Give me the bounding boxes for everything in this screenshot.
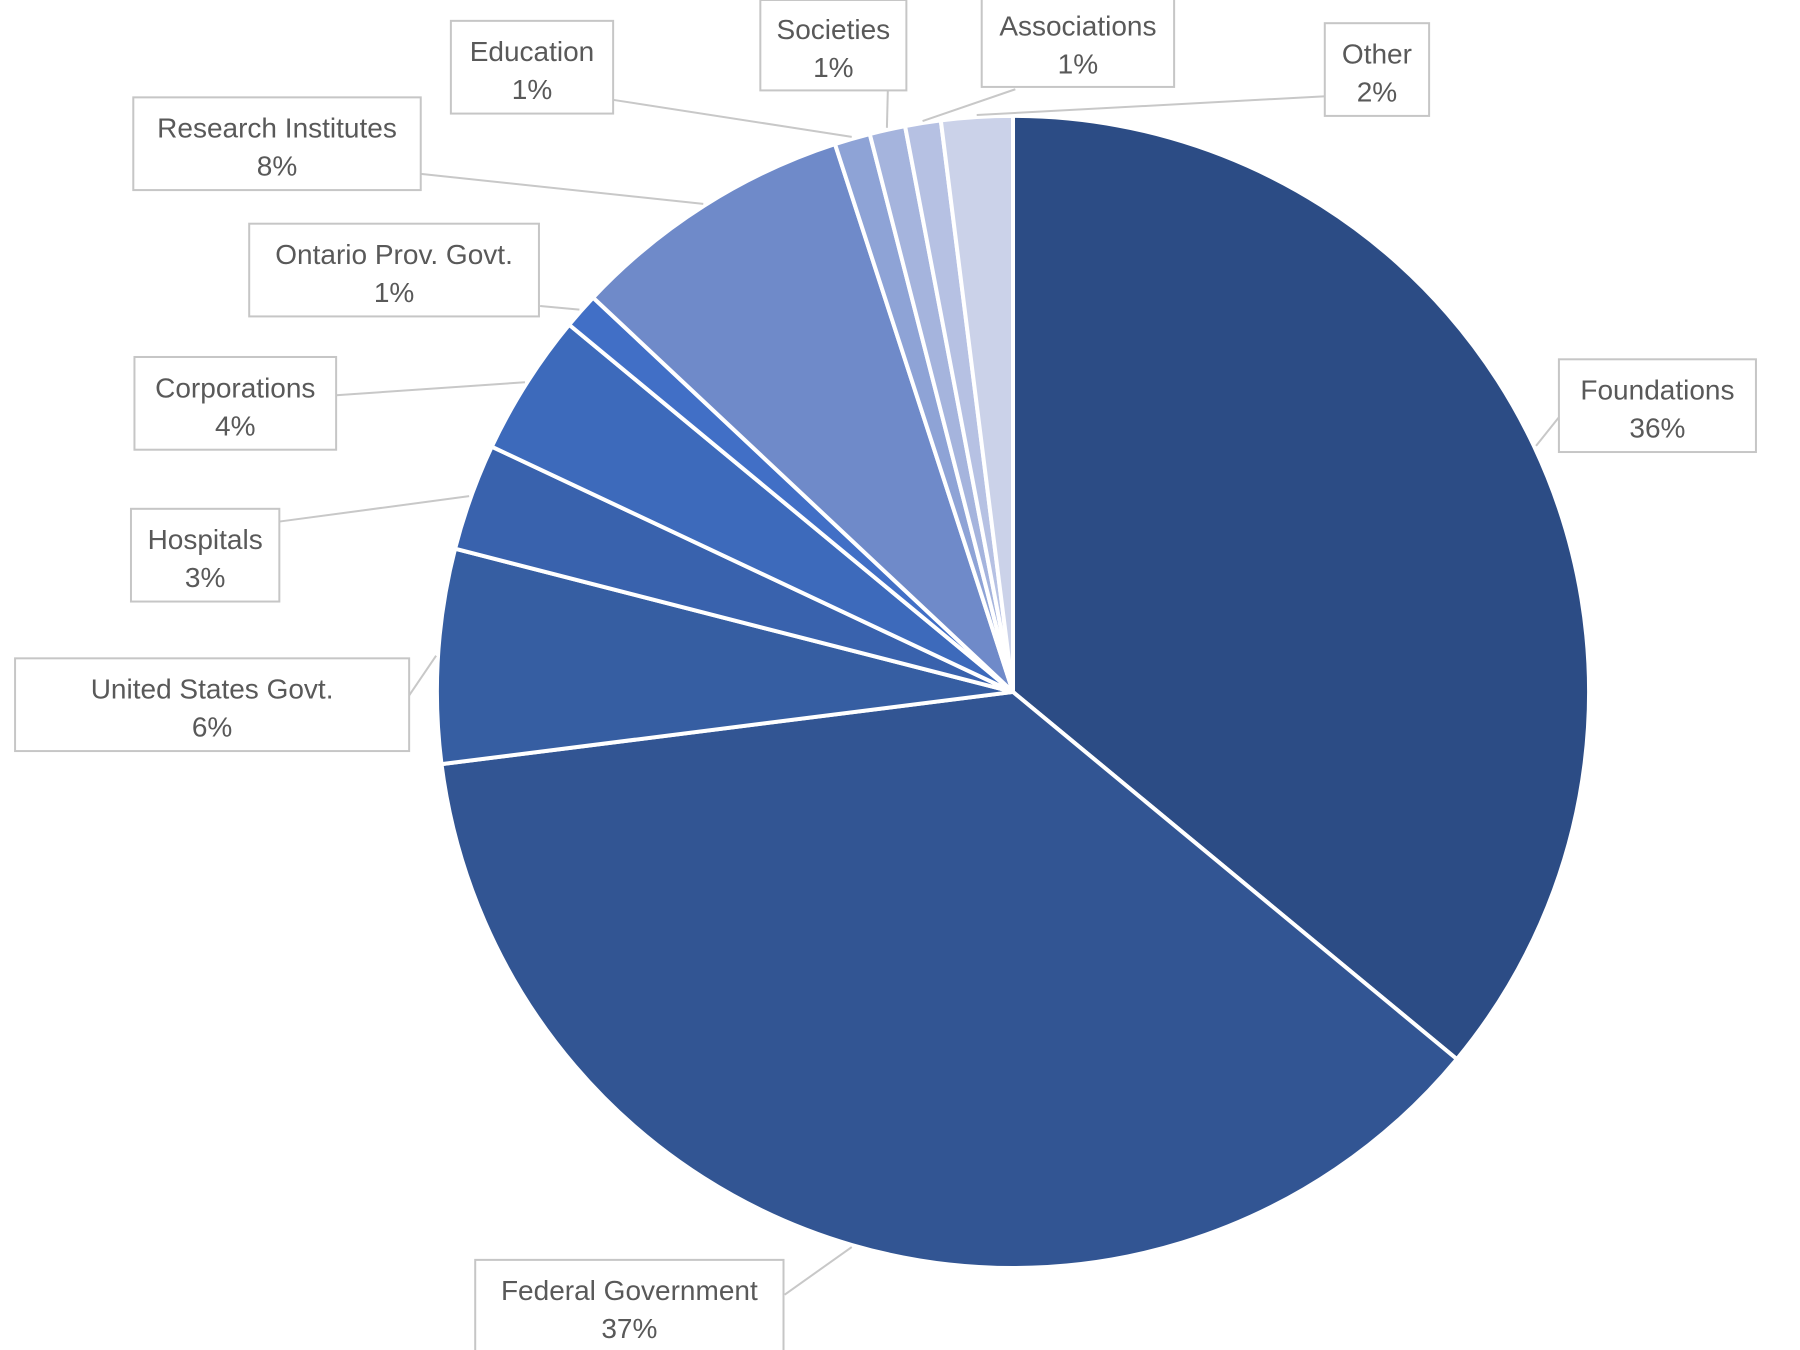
data-label-box xyxy=(449,19,615,115)
data-label-education: Education 1% xyxy=(449,19,615,115)
leader-line-education xyxy=(611,98,852,138)
data-label-associations: Associations 1% xyxy=(980,0,1176,88)
data-label-percent: 37% xyxy=(601,1313,657,1344)
data-label-box xyxy=(1323,22,1431,117)
leader-line-associations xyxy=(922,88,1016,122)
leader-line-research-institutes xyxy=(420,172,704,205)
pie-slice-other xyxy=(938,113,1016,694)
data-label-percent: 36% xyxy=(1629,413,1685,444)
data-label-box xyxy=(129,507,281,603)
data-label-box xyxy=(474,1258,785,1350)
leader-line-foundations xyxy=(1535,416,1560,447)
data-label-hospitals: Hospitals 3% xyxy=(129,507,281,603)
data-label-ontario-prov-govt: Ontario Prov. Govt. 1% xyxy=(248,222,540,318)
slices-layer xyxy=(434,113,1592,1270)
data-label-category: Ontario Prov. Govt. xyxy=(275,239,513,270)
data-label-percent: 1% xyxy=(813,52,853,83)
data-label-box xyxy=(980,0,1176,88)
data-label-federal-government: Federal Government 37% xyxy=(474,1258,785,1350)
data-label-category: Corporations xyxy=(155,372,315,403)
data-label-box xyxy=(14,657,411,753)
pie-slice-federal-government xyxy=(439,689,1459,1270)
leader-line-hospitals xyxy=(279,495,470,523)
data-label-category: Federal Government xyxy=(501,1275,758,1306)
data-labels-layer: Foundations 36% Federal Government 37% Unite… xyxy=(14,0,1757,1350)
leader-line-united-states-govt xyxy=(408,655,437,696)
pie-slice-foundations xyxy=(1011,113,1592,1062)
leader-line-societies xyxy=(885,90,889,128)
leader-line-other xyxy=(976,95,1327,117)
data-label-percent: 1% xyxy=(512,74,552,105)
data-label-percent: 1% xyxy=(1058,49,1098,80)
data-label-box xyxy=(133,355,338,451)
data-label-societies: Societies 1% xyxy=(759,0,908,92)
leader-line-federal-government xyxy=(784,1246,853,1296)
leader-line-corporations xyxy=(336,381,526,397)
data-label-category: Education xyxy=(470,36,595,67)
data-label-category: Research Institutes xyxy=(157,113,397,144)
leader-lines-layer xyxy=(279,88,1560,1296)
data-label-box xyxy=(132,96,422,192)
data-label-category: Foundations xyxy=(1580,375,1734,406)
data-label-box xyxy=(1557,358,1757,454)
data-label-category: Hospitals xyxy=(148,524,263,555)
data-label-united-states-govt: United States Govt. 6% xyxy=(14,657,411,753)
data-label-foundations: Foundations 36% xyxy=(1557,358,1757,454)
data-label-research-institutes: Research Institutes 8% xyxy=(132,96,422,192)
data-label-other: Other 2% xyxy=(1323,22,1431,117)
data-label-percent: 1% xyxy=(374,277,414,308)
pie-slice-research-institutes xyxy=(591,142,1016,694)
data-label-percent: 4% xyxy=(215,410,255,441)
data-label-percent: 6% xyxy=(192,712,232,743)
data-label-percent: 2% xyxy=(1357,77,1397,108)
data-label-category: Other xyxy=(1342,39,1412,70)
data-label-box xyxy=(248,222,540,318)
data-label-corporations: Corporations 4% xyxy=(133,355,338,451)
data-label-category: Societies xyxy=(777,14,891,45)
data-label-category: Associations xyxy=(999,11,1156,42)
data-label-category: United States Govt. xyxy=(91,674,334,705)
data-label-box xyxy=(759,0,908,92)
leader-line-ontario-prov-govt xyxy=(540,304,580,311)
pie-slice-united-states-govt xyxy=(434,546,1016,767)
data-label-percent: 8% xyxy=(257,151,297,182)
data-label-percent: 3% xyxy=(185,562,225,593)
